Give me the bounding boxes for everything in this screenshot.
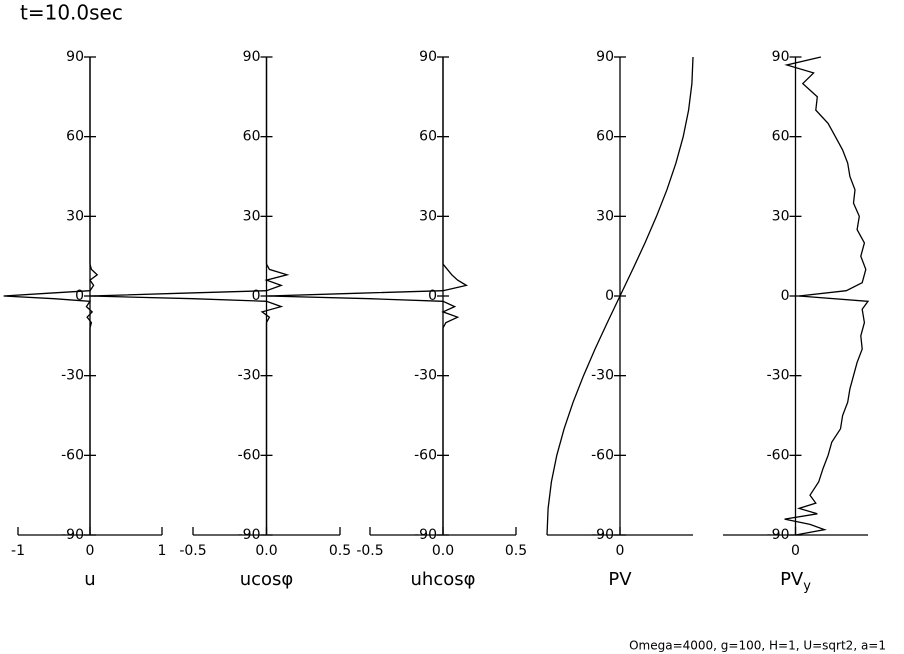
x-axis-label: ucosφ — [240, 569, 294, 590]
y-tick-label: -30 — [61, 368, 84, 384]
y-tick-label: 30 — [772, 208, 790, 224]
y-tick-label: 0 — [781, 288, 790, 304]
y-tick-label: -90 — [414, 527, 437, 543]
y-tick-label: -60 — [767, 447, 790, 463]
x-tick-label: 1 — [158, 543, 167, 559]
x-axis-label-text: PV — [608, 569, 632, 590]
y-tick-label: 30 — [419, 208, 437, 224]
figure-title: t=10.0sec — [20, 1, 123, 25]
x-tick-label: 0 — [791, 543, 800, 559]
x-tick-label: 0 — [86, 543, 95, 559]
x-tick-label: -0.5 — [179, 543, 206, 559]
y-tick-label: -30 — [767, 368, 790, 384]
y-tick-label: 90 — [66, 49, 84, 65]
y-tick-label: 60 — [596, 129, 614, 145]
y-tick-label: 30 — [66, 208, 84, 224]
y-tick-label: 0 — [252, 288, 261, 304]
x-tick-label: 0.5 — [329, 543, 351, 559]
x-axis-label: u — [84, 569, 95, 590]
y-tick-label: -90 — [238, 527, 261, 543]
x-axis-label: PV — [608, 569, 632, 590]
y-tick-label: -90 — [767, 527, 790, 543]
y-tick-label: -60 — [414, 447, 437, 463]
y-tick-label: -30 — [414, 368, 437, 384]
y-tick-label: 60 — [772, 129, 790, 145]
x-tick-label: 0.0 — [432, 543, 454, 559]
x-tick-label: -0.5 — [356, 543, 383, 559]
y-tick-label: -30 — [238, 368, 261, 384]
y-tick-label: 90 — [419, 49, 437, 65]
profile-line — [90, 57, 290, 535]
x-axis-label-text: u — [84, 569, 95, 590]
profile-line — [3, 57, 99, 535]
y-tick-label: 90 — [596, 49, 614, 65]
profile-line — [546, 56, 694, 536]
x-tick-label: -1 — [11, 543, 25, 559]
y-tick-label: -90 — [591, 527, 614, 543]
y-tick-label: 60 — [419, 129, 437, 145]
y-tick-label: -60 — [591, 447, 614, 463]
x-axis-label-text: PV — [780, 569, 804, 590]
y-tick-label: 0 — [605, 288, 614, 304]
footnote: Omega=4000, g=100, H=1, U=sqrt2, a=1 — [629, 639, 886, 653]
x-axis-label: uhcosφ — [411, 569, 476, 590]
y-tick-label: -60 — [238, 447, 261, 463]
y-tick-label: -90 — [61, 527, 84, 543]
y-tick-label: 0 — [75, 288, 84, 304]
x-axis-label: PVy — [780, 569, 811, 594]
y-tick-label: 60 — [66, 129, 84, 145]
y-tick-label: -60 — [61, 447, 84, 463]
x-axis-label-subscript: y — [803, 579, 811, 594]
profile-line — [784, 56, 870, 536]
y-tick-label: 60 — [243, 129, 261, 145]
x-tick-label: 0.0 — [255, 543, 277, 559]
y-tick-label: 90 — [772, 49, 790, 65]
x-tick-label: 0.5 — [505, 543, 527, 559]
y-tick-label: 0 — [428, 288, 437, 304]
x-tick-label: 0 — [616, 543, 625, 559]
y-tick-label: 30 — [596, 208, 614, 224]
y-tick-label: 90 — [243, 49, 261, 65]
y-tick-label: -30 — [591, 368, 614, 384]
x-axis-label-text: ucosφ — [240, 569, 294, 590]
profile-line — [267, 57, 469, 535]
x-axis-label-text: uhcosφ — [411, 569, 476, 590]
y-tick-label: 30 — [243, 208, 261, 224]
